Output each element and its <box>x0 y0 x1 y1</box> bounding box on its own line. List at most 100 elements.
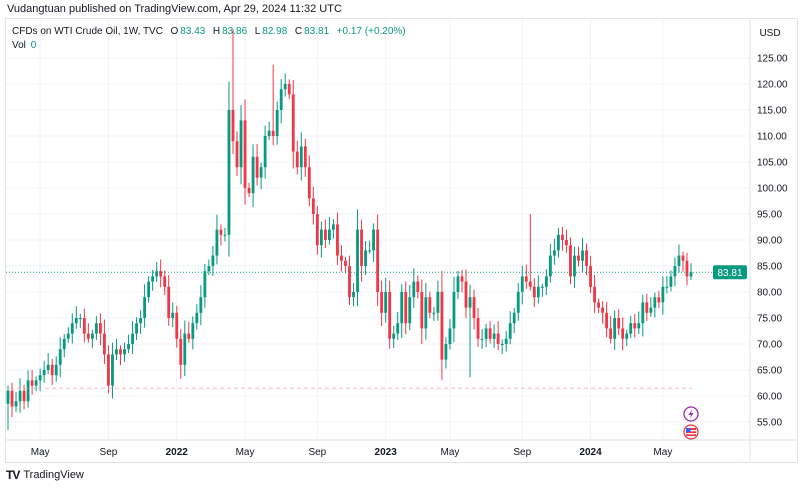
time-tick-label: Sep <box>308 447 326 458</box>
candle-down <box>247 188 251 194</box>
candle-down <box>336 224 339 256</box>
close-value: 83.81 <box>304 26 330 37</box>
candle-up <box>275 110 279 136</box>
candle-up <box>58 349 62 365</box>
candle-up <box>661 286 665 303</box>
candle-up <box>516 292 520 313</box>
candle-down <box>605 312 609 329</box>
candle-down <box>633 323 637 329</box>
price-tick-label: 55.00 <box>757 418 782 429</box>
candle-up <box>364 250 367 266</box>
candle-up <box>38 375 42 381</box>
price-tick-label: 120.00 <box>757 80 788 91</box>
candle-down <box>585 250 588 266</box>
tradingview-logo-icon[interactable]: TV <box>6 468 20 482</box>
symbol-title[interactable]: CFDs on WTI Crude Oil, 1W, TVC <box>12 26 163 37</box>
candle-down <box>528 281 532 287</box>
flag-stripes <box>686 428 696 436</box>
candle-down <box>307 167 311 199</box>
brand-name[interactable]: TradingView <box>23 469 84 481</box>
candle-up <box>504 338 508 344</box>
candle-up <box>372 229 376 251</box>
candle-down <box>472 297 476 318</box>
candle-up <box>448 328 452 344</box>
currency-label[interactable]: USD <box>759 28 780 39</box>
price-tick-label: 60.00 <box>757 392 782 403</box>
candle-up <box>191 323 195 339</box>
candle-up <box>147 281 151 298</box>
candle-up <box>557 234 560 251</box>
candle-up <box>279 89 283 110</box>
price-tick-label: 80.00 <box>757 288 782 299</box>
candle-down <box>681 255 685 261</box>
time-tick-label: May <box>236 447 255 458</box>
candle-up <box>143 297 147 318</box>
candle-down <box>440 292 444 360</box>
footer: TV TradingView <box>6 468 84 482</box>
candle-up <box>151 276 155 282</box>
candle-down <box>10 390 14 407</box>
candle-up <box>259 167 263 178</box>
candle-down <box>323 229 327 240</box>
candle-down <box>621 328 625 339</box>
candle-up <box>46 364 50 370</box>
candle-up <box>211 255 215 266</box>
price-tick-label: 75.00 <box>757 314 782 325</box>
candle-up <box>508 323 512 339</box>
candle-up <box>115 349 118 355</box>
low-value: 82.98 <box>262 26 288 37</box>
candle-up <box>352 292 355 298</box>
candle-up <box>384 292 388 313</box>
candle-up <box>629 323 633 334</box>
candle-down <box>311 198 315 214</box>
candle-up <box>203 271 207 298</box>
candle-down <box>22 390 26 402</box>
candle-down <box>340 255 343 261</box>
time-tick-label: Sep <box>100 447 118 458</box>
candle-down <box>609 328 613 339</box>
time-tick-label: Sep <box>513 447 531 458</box>
candle-up <box>171 312 175 318</box>
candle-down <box>303 146 307 168</box>
candle-up <box>18 390 22 402</box>
candle-up <box>90 333 94 339</box>
low-label: L <box>254 26 261 37</box>
candle-up <box>328 229 331 240</box>
earnings-event-icon[interactable] <box>683 406 699 422</box>
candle-down <box>271 130 275 136</box>
candle-up <box>368 250 371 252</box>
candle-up <box>649 307 653 313</box>
candle-down <box>388 292 392 339</box>
candle-up <box>544 276 548 287</box>
candle-down <box>416 281 420 292</box>
open-label: O <box>170 26 179 37</box>
candle-up <box>207 266 211 272</box>
price-tick-label: 85.00 <box>757 262 782 273</box>
chart-frame <box>5 18 798 463</box>
candle-down <box>255 156 259 178</box>
volume-value: 0 <box>30 40 37 51</box>
candle-up <box>70 323 74 334</box>
candle-down <box>187 333 191 339</box>
flag-stripe <box>686 430 696 432</box>
candle-up <box>444 344 448 360</box>
candle-up <box>267 130 271 136</box>
candle-up <box>400 292 404 324</box>
candle-up <box>42 370 46 376</box>
candle-down <box>597 302 601 308</box>
candle-up <box>412 281 416 298</box>
candle-down <box>428 297 432 313</box>
candle-up <box>436 292 440 313</box>
candle-down <box>167 286 171 318</box>
candle-down <box>601 307 605 313</box>
candle-down <box>119 349 122 355</box>
candle-down <box>30 380 34 386</box>
us-flag-event-icon[interactable] <box>683 424 699 440</box>
candle-down <box>103 333 106 355</box>
price-tick-label: 110.00 <box>757 132 787 143</box>
candle-down <box>295 151 299 168</box>
candle-up <box>299 146 303 168</box>
candle-down <box>569 245 572 277</box>
